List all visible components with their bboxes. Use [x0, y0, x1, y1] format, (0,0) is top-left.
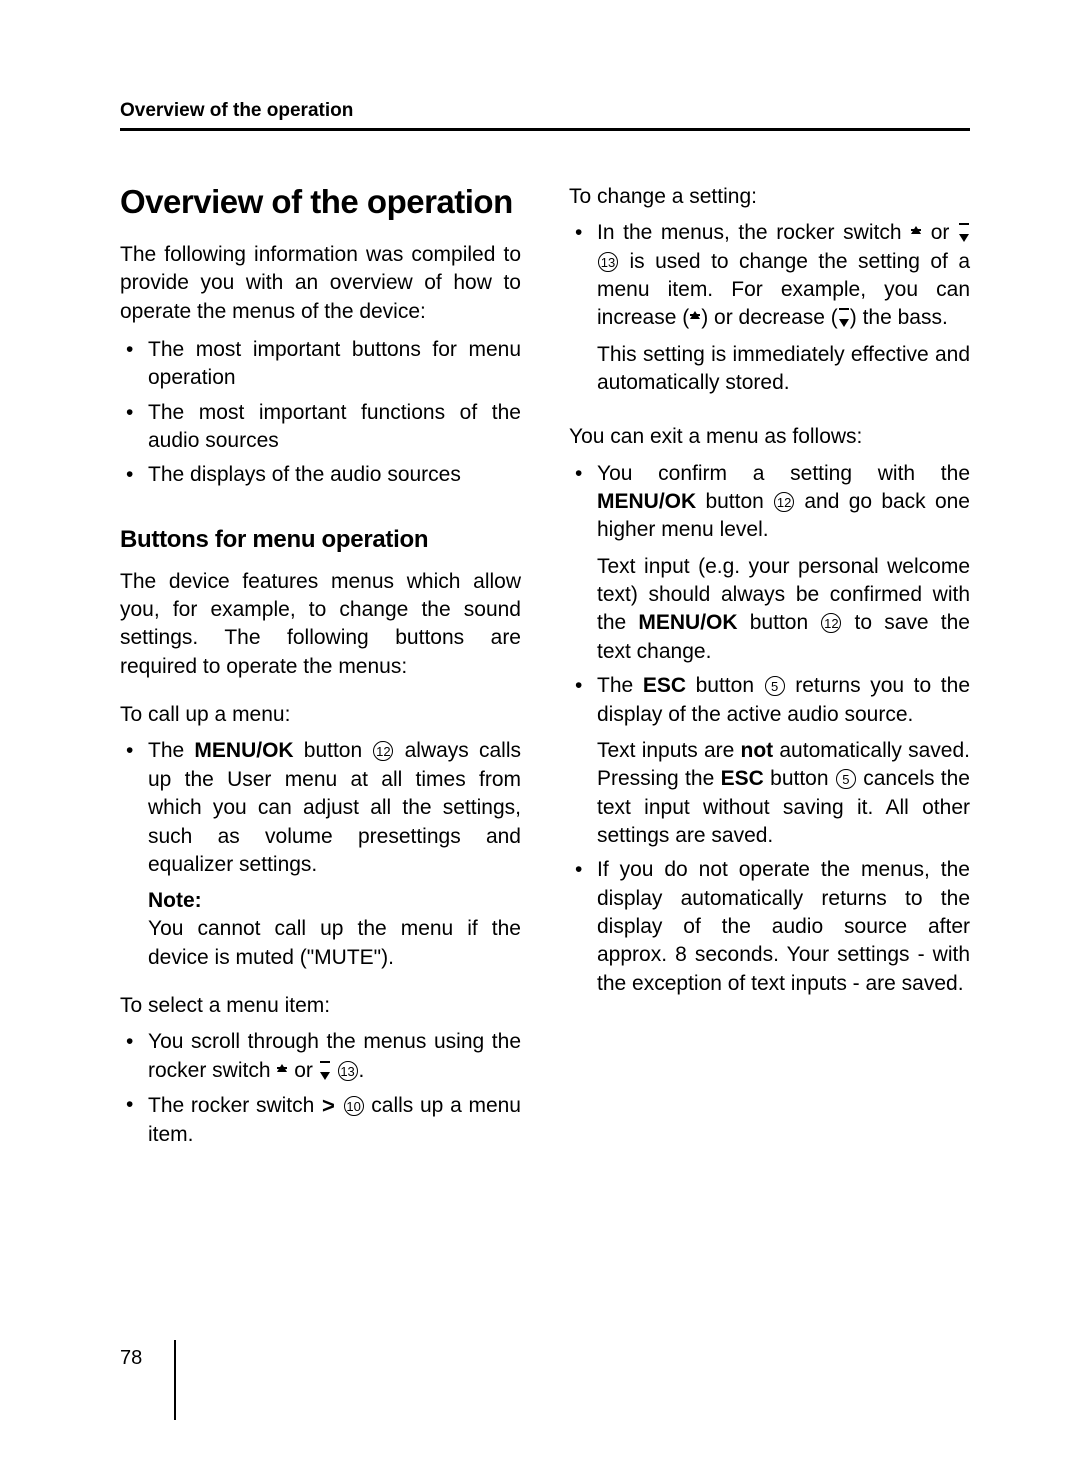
sub-paragraph: This setting is immediately effective an…: [597, 341, 970, 398]
list-item: The ESC button 5 returns you to the disp…: [597, 672, 970, 850]
list-item: The most important functions of the audi…: [148, 399, 521, 456]
list-item: You scroll through the menus using the r…: [148, 1028, 521, 1085]
running-header: Overview of the operation: [120, 100, 970, 131]
arrow-down-icon: [320, 1058, 330, 1072]
list-item: The most important buttons for menu oper…: [148, 336, 521, 393]
list-item: You confirm a setting with the MENU/OK b…: [597, 460, 970, 666]
note-text: You cannot call up the menu if the devic…: [148, 915, 521, 972]
ref-icon: 12: [774, 492, 794, 512]
footer-divider: [174, 1340, 176, 1420]
arrow-up-icon: [690, 305, 700, 319]
note-title: Note:: [148, 889, 521, 913]
note-block: Note: You cannot call up the menu if the…: [120, 889, 521, 972]
ref-icon: 12: [821, 613, 841, 633]
list-item: The rocker switch > 10 calls up a menu i…: [148, 1091, 521, 1149]
select-list: You scroll through the menus using the r…: [120, 1028, 521, 1149]
exit-list: You confirm a setting with the MENU/OK b…: [569, 460, 970, 998]
page-title: Overview of the operation: [120, 183, 521, 221]
left-column: Overview of the operation The following …: [120, 183, 521, 1155]
ref-icon: 13: [338, 1061, 358, 1081]
ref-icon: 13: [598, 252, 618, 272]
ref-icon: 5: [836, 769, 856, 789]
list-item: If you do not operate the menus, the dis…: [597, 856, 970, 998]
change-list: In the menus, the rocker switch or 13 is…: [569, 219, 970, 397]
sub-paragraph: Text input (e.g. your personal welcome t…: [597, 553, 970, 666]
ref-icon: 10: [344, 1096, 364, 1116]
page-number: 78: [120, 1347, 142, 1370]
arrow-up-icon: [911, 220, 921, 234]
sub-paragraph: Text inputs are not automatically saved.…: [597, 737, 970, 850]
arrow-up-icon: [277, 1058, 287, 1072]
exit-lead: You can exit a menu as follows:: [569, 423, 970, 451]
section-intro: The device features menus which allow yo…: [120, 568, 521, 681]
ref-icon: 5: [765, 676, 785, 696]
ref-icon: 12: [373, 741, 393, 761]
intro-bullet-list: The most important buttons for menu oper…: [120, 336, 521, 490]
chevron-right-icon: >: [322, 1093, 335, 1118]
callup-list: The MENU/OK button 12 always calls up th…: [120, 737, 521, 879]
list-item: The displays of the audio sources: [148, 461, 521, 489]
section-heading: Buttons for menu operation: [120, 526, 521, 554]
content-columns: Overview of the operation The following …: [120, 183, 970, 1155]
select-lead: To select a menu item:: [120, 992, 521, 1020]
intro-paragraph: The following information was compiled t…: [120, 241, 521, 326]
change-lead: To change a setting:: [569, 183, 970, 211]
arrow-down-icon: [959, 220, 969, 234]
list-item: The MENU/OK button 12 always calls up th…: [148, 737, 521, 879]
right-column: To change a setting: In the menus, the r…: [569, 183, 970, 1155]
callup-lead: To call up a menu:: [120, 701, 521, 729]
arrow-down-icon: [839, 305, 849, 319]
list-item: In the menus, the rocker switch or 13 is…: [597, 219, 970, 397]
